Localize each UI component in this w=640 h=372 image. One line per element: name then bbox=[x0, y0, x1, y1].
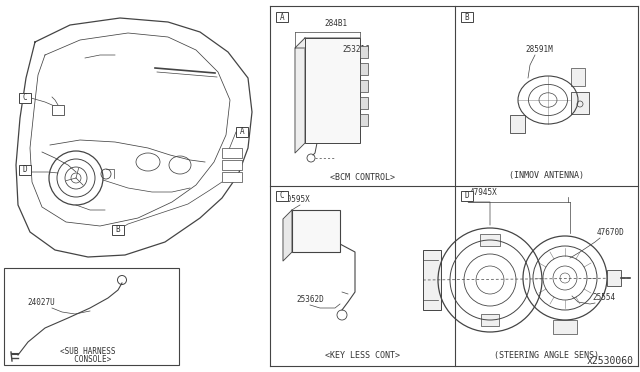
Bar bbox=[292, 210, 340, 252]
Text: <BCM CONTROL>: <BCM CONTROL> bbox=[330, 173, 395, 182]
Bar bbox=[571, 68, 585, 86]
Text: A: A bbox=[240, 128, 244, 137]
Bar bbox=[571, 92, 589, 114]
Bar bbox=[461, 191, 473, 201]
Bar bbox=[360, 97, 368, 109]
Bar bbox=[360, 80, 368, 92]
Text: 47945X: 47945X bbox=[470, 188, 498, 197]
Text: <KEY LESS CONT>: <KEY LESS CONT> bbox=[325, 351, 400, 360]
Bar bbox=[19, 165, 31, 175]
Text: C: C bbox=[280, 192, 284, 201]
Polygon shape bbox=[295, 38, 360, 48]
Text: 25362D: 25362D bbox=[296, 295, 324, 304]
Bar bbox=[510, 115, 525, 133]
Text: (INMOV ANTENNA): (INMOV ANTENNA) bbox=[509, 171, 584, 180]
Text: CONSOLE>: CONSOLE> bbox=[65, 355, 111, 364]
Bar bbox=[360, 46, 368, 58]
Bar bbox=[360, 114, 368, 126]
Text: D: D bbox=[465, 192, 469, 201]
Bar bbox=[461, 12, 473, 22]
Text: 25554: 25554 bbox=[592, 293, 615, 302]
Bar bbox=[305, 38, 360, 143]
Text: C: C bbox=[22, 93, 28, 103]
Bar bbox=[360, 63, 368, 75]
Bar bbox=[19, 93, 31, 103]
Bar bbox=[607, 270, 621, 286]
Text: D: D bbox=[22, 166, 28, 174]
Text: B: B bbox=[116, 225, 120, 234]
Text: A: A bbox=[280, 13, 284, 22]
Bar bbox=[276, 191, 288, 201]
Polygon shape bbox=[295, 38, 305, 153]
Bar bbox=[423, 250, 441, 310]
Text: (STEERING ANGLE SENS): (STEERING ANGLE SENS) bbox=[494, 351, 599, 360]
Text: 47670D: 47670D bbox=[597, 228, 625, 237]
Bar bbox=[4, 268, 179, 365]
Bar bbox=[553, 320, 577, 334]
Bar bbox=[222, 148, 242, 158]
Bar bbox=[481, 314, 499, 326]
Text: B: B bbox=[465, 13, 469, 22]
Bar bbox=[236, 127, 248, 137]
Text: <SUB HARNESS: <SUB HARNESS bbox=[60, 347, 116, 356]
Bar bbox=[112, 225, 124, 235]
Text: 28591M: 28591M bbox=[525, 45, 553, 54]
Bar bbox=[222, 172, 242, 182]
Bar bbox=[480, 234, 500, 246]
Polygon shape bbox=[283, 210, 292, 261]
Text: 24027U: 24027U bbox=[27, 298, 55, 307]
Bar bbox=[52, 105, 64, 115]
Text: 20595X: 20595X bbox=[282, 195, 310, 204]
Bar bbox=[276, 12, 288, 22]
Text: x2530060: x2530060 bbox=[587, 356, 634, 366]
Text: 25321J: 25321J bbox=[342, 45, 371, 54]
Text: 284B1: 284B1 bbox=[324, 19, 348, 28]
Bar bbox=[222, 160, 242, 170]
